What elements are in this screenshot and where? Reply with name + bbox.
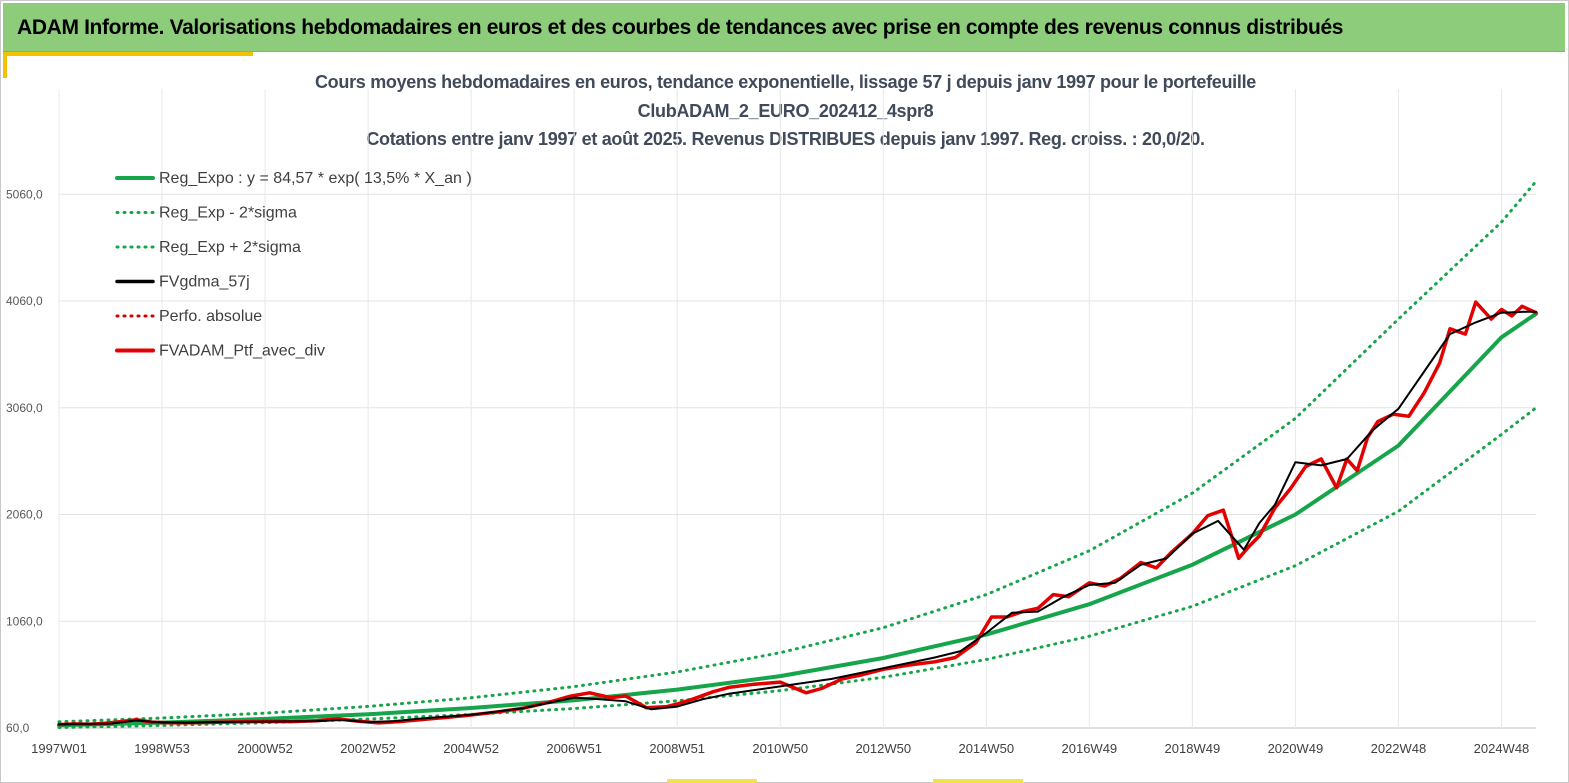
chart-title-line-3: Cotations entre janv 1997 et août 2025. … <box>366 129 1205 149</box>
series-fvadam-ptf-avec-div <box>57 300 1538 727</box>
x-tick-label: 1998W53 <box>134 741 190 756</box>
legend-label: Perfo. absolue <box>159 308 262 325</box>
x-tick-label: 2012W50 <box>855 741 911 756</box>
accent-bar <box>3 52 253 56</box>
legend-label: Reg_Expo : y = 84,57 * exp( 13,5% * X_an… <box>159 170 472 187</box>
legend-label: FVADAM_Ptf_avec_div <box>159 343 325 360</box>
x-tick-label: 2020W49 <box>1268 741 1324 756</box>
x-tick-label: 2024W48 <box>1474 741 1530 756</box>
y-tick-label: 4060,0 <box>6 294 43 308</box>
y-axis-ticks: 60,0 1060,0 2060,0 3060,0 4060,0 5060,0 <box>6 187 43 735</box>
series-reg-exp-minus-2sigma <box>57 406 1538 729</box>
accent-bar-left <box>3 52 7 78</box>
chart-title-line-2: ClubADAM_2_EURO_202412_4spr8 <box>637 101 934 121</box>
x-tick-label: 2010W50 <box>752 741 808 756</box>
accent-bar-bottom <box>933 779 1023 783</box>
legend: Reg_Expo : y = 84,57 * exp( 13,5% * X_an… <box>115 170 472 360</box>
banner-title: ADAM Informe. Valorisations hebdomadaire… <box>17 16 1344 39</box>
x-tick-label: 2004W52 <box>443 741 499 756</box>
x-tick-label: 1997W01 <box>31 741 87 756</box>
legend-label: FVgdma_57j <box>159 274 250 291</box>
y-tick-label: 1060,0 <box>6 614 43 628</box>
legend-label: Reg_Exp - 2*sigma <box>159 205 297 222</box>
series-group <box>57 179 1538 729</box>
chart-title-line-1: Cours moyens hebdomadaires en euros, ten… <box>314 72 1256 92</box>
y-tick-label: 60,0 <box>6 721 30 735</box>
x-tick-label: 2018W49 <box>1165 741 1221 756</box>
x-tick-label: 2014W50 <box>958 741 1014 756</box>
y-tick-label: 2060,0 <box>6 508 43 522</box>
legend-label: Reg_Exp + 2*sigma <box>159 239 301 256</box>
series-fvgdma-57j <box>58 310 1537 726</box>
accent-bar-bottom <box>667 779 757 783</box>
x-tick-label: 2002W52 <box>340 741 396 756</box>
x-tick-label: 2008W51 <box>649 741 705 756</box>
x-tick-label: 2016W49 <box>1062 741 1118 756</box>
x-tick-label: 2006W51 <box>546 741 602 756</box>
x-tick-label: 2022W48 <box>1371 741 1427 756</box>
gridlines <box>58 89 1536 729</box>
x-tick-label: 2000W52 <box>237 741 293 756</box>
y-tick-label: 5060,0 <box>6 187 43 201</box>
x-axis-ticks: 1997W01 1998W53 2000W52 2002W52 2004W52 2006W… <box>31 741 1529 756</box>
header-banner: ADAM Informe. Valorisations hebdomadaire… <box>3 3 1565 52</box>
y-tick-label: 3060,0 <box>6 401 43 415</box>
series-reg-exp-plus-2sigma <box>57 179 1538 724</box>
series-reg-expo <box>57 311 1538 728</box>
